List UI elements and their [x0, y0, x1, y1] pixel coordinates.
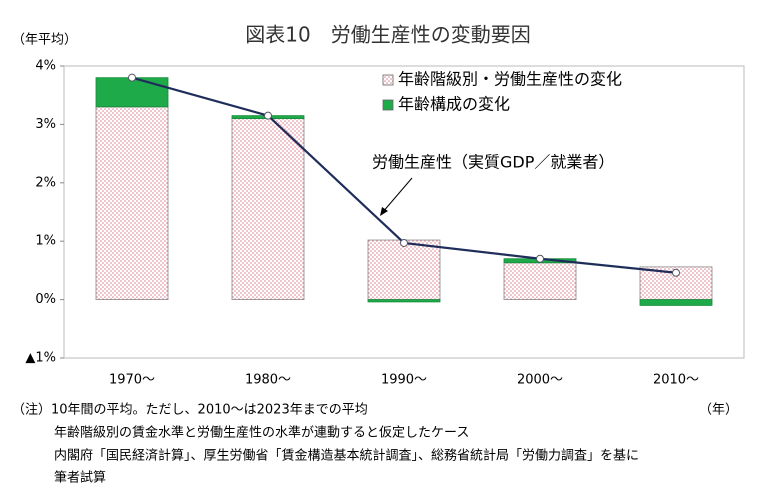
bar	[231, 118, 305, 300]
x-tick-label: 2010～	[653, 373, 699, 388]
bar	[639, 299, 713, 306]
x-tick-label: 1980～	[245, 373, 291, 388]
x-unit-label: （年）	[699, 403, 738, 418]
legend-label: 年齢構成の変化	[398, 95, 510, 114]
note: 年齢階級別の賃金水準と労働生産性の水準が連動すると仮定したケース	[54, 425, 469, 441]
plot-frame	[63, 65, 745, 359]
line-marker	[536, 254, 544, 263]
y-tick-label: 0%	[35, 292, 56, 307]
x-tick-label: 1970～	[109, 373, 155, 388]
y-tick-label: ▲1%	[25, 351, 56, 366]
bar	[367, 239, 441, 300]
note: 筆者試算	[54, 470, 106, 486]
legend-label: 年齢階級別・労働生産性の変化	[398, 70, 622, 89]
line-marker	[672, 268, 680, 277]
y-tick-label: 1%	[35, 234, 56, 249]
note: （注）10年間の平均。ただし、2010～は2023年までの平均	[12, 403, 368, 418]
annotation: 労働生産性（実質GDP／就業者）	[372, 153, 614, 172]
bar	[95, 77, 169, 108]
x-tick-label: 2000～	[517, 373, 563, 388]
y-unit-label: （年平均）	[12, 33, 77, 48]
note: 内閣府「国民経済計算」、厚生労働省「賃金構造基本統計調査」、総務省統計局「労働力…	[54, 448, 639, 464]
bar	[95, 106, 169, 300]
line-marker	[128, 73, 136, 82]
chart-title: 図表10 労働生産性の変動要因	[245, 23, 530, 47]
x-tick-label: 1990～	[381, 373, 427, 388]
y-tick-label: 3%	[35, 117, 56, 132]
annotation-arrowhead	[380, 207, 388, 216]
bar	[367, 299, 441, 303]
bar	[503, 262, 577, 301]
line-marker	[400, 238, 408, 247]
legend-swatch	[382, 74, 394, 86]
legend-swatch	[382, 99, 394, 111]
annotation-arrow	[381, 177, 413, 214]
y-tick-label: 2%	[35, 175, 56, 190]
y-tick-label: 4%	[35, 59, 56, 74]
line-marker	[264, 111, 272, 120]
